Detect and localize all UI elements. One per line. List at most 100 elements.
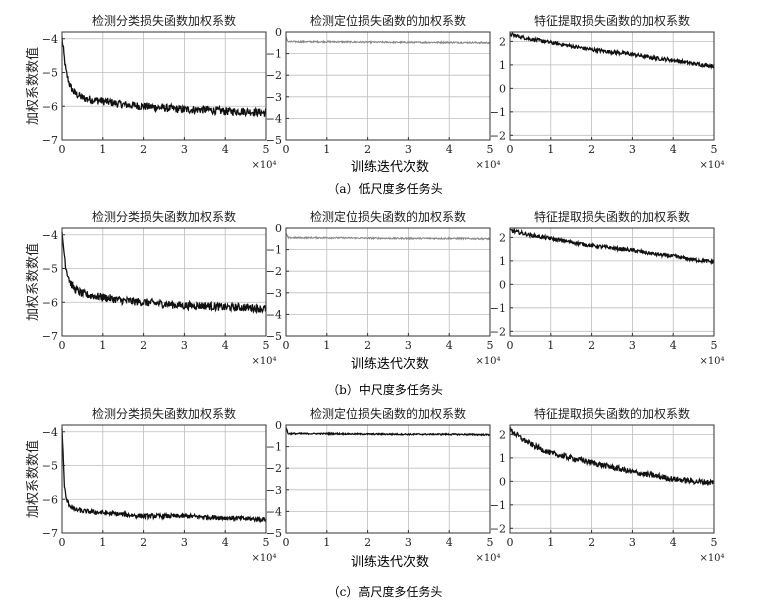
series-line — [509, 32, 715, 70]
x-tick-label: 1 — [99, 339, 106, 352]
chart-title: 检测分类损失函数加权系数 — [92, 406, 236, 421]
series-line — [61, 428, 267, 524]
x-tick-label: 4 — [222, 143, 229, 156]
y-tick-label: −7 — [42, 330, 58, 343]
y-tick-label: −5 — [266, 134, 282, 147]
y-tick-label: −1 — [490, 106, 506, 119]
y-tick-label: −2 — [490, 522, 506, 535]
x-tick-label: 1 — [99, 536, 106, 549]
x-tick-label: 2 — [364, 143, 371, 156]
y-tick-label: −3 — [266, 484, 282, 497]
x-tick-label: 4 — [446, 536, 453, 549]
x-tick-label: 0 — [59, 536, 66, 549]
plot-frame — [61, 31, 267, 141]
y-tick-label: −4 — [42, 33, 58, 46]
chart-title: 检测分类损失函数加权系数 — [92, 13, 236, 28]
x-tick-label: 2 — [140, 339, 147, 352]
plot-frame — [285, 227, 491, 337]
x-tick-label: 1 — [547, 143, 554, 156]
y-tick-label: −3 — [266, 287, 282, 300]
x-tick-label: 2 — [364, 339, 371, 352]
caption-a: （a）低尺度多任务头 — [327, 181, 442, 196]
y-tick-label: −6 — [42, 296, 58, 309]
x-tick-label: 4 — [670, 536, 677, 549]
y-tick-label: −4 — [266, 308, 282, 321]
x-multiplier: ×10⁴ — [251, 356, 276, 367]
x-multiplier: ×10⁴ — [251, 160, 276, 171]
series-line — [285, 232, 491, 241]
panel-c3: 特征提取损失函数的加权系数 0 1 2 3 4 5 2 1 0 −1 −2 ×10⁴ — [490, 406, 725, 564]
series-line — [61, 37, 267, 118]
y-tick-label: −5 — [42, 67, 58, 80]
y-tick-label: −6 — [42, 493, 58, 506]
y-tick-label: 1 — [499, 59, 506, 72]
x-tick-label: 4 — [446, 143, 453, 156]
x-tick-label: 5 — [487, 339, 494, 352]
y-tick-label: −6 — [42, 100, 58, 113]
panel-c1: 检测分类损失函数加权系数 0 1 2 3 4 5 −4 −5 −6 −7 ×10⁴ 加权系数数值 — [25, 406, 277, 564]
y-tick-label: 2 — [499, 35, 506, 48]
chart-title: 特征提取损失函数的加权系数 — [534, 209, 690, 224]
caption-c: （c）高尺度多任务头 — [328, 584, 443, 599]
x-tick-label: 1 — [323, 143, 330, 156]
chart-title: 特征提取损失函数的加权系数 — [534, 13, 690, 28]
series-line — [61, 231, 267, 315]
x-tick-label: 1 — [323, 339, 330, 352]
x-tick-label: 0 — [283, 143, 290, 156]
x-tick-label: 0 — [507, 143, 514, 156]
x-tick-label: 3 — [629, 143, 636, 156]
y-tick-label: −4 — [266, 505, 282, 518]
x-tick-label: 5 — [487, 536, 494, 549]
y-tick-label: −1 — [266, 441, 282, 454]
x-tick-label: 3 — [181, 143, 188, 156]
x-tick-label: 3 — [181, 536, 188, 549]
chart-title: 检测分类损失函数加权系数 — [92, 209, 236, 224]
y-tick-label: −1 — [266, 48, 282, 61]
x-tick-label: 0 — [283, 339, 290, 352]
chart-title: 检测定位损失函数的加权系数 — [310, 209, 466, 224]
y-tick-label: −5 — [42, 263, 58, 276]
y-tick-label: 0 — [275, 26, 282, 39]
panel-a1: 检测分类损失函数加权系数 0 1 2 3 4 5 −4 −5 −6 −7 ×10⁴ 加权系数数值 — [25, 13, 277, 171]
x-tick-label: 1 — [547, 536, 554, 549]
x-tick-label: 2 — [588, 143, 595, 156]
x-tick-label: 3 — [629, 339, 636, 352]
x-tick-label: 3 — [405, 143, 412, 156]
y-tick-label: −4 — [42, 426, 58, 439]
x-tick-label: 5 — [263, 143, 270, 156]
y-tick-label: 0 — [499, 475, 506, 488]
x-tick-label: 2 — [588, 536, 595, 549]
panel-b3: 特征提取损失函数的加权系数 0 1 2 3 4 5 2 1 0 −1 −2 ×10⁴ — [490, 209, 725, 367]
y-tick-label: 0 — [275, 419, 282, 432]
x-tick-label: 0 — [507, 339, 514, 352]
y-tick-label: −7 — [42, 134, 58, 147]
panel-a3: 特征提取损失函数的加权系数 0 1 2 3 4 5 2 1 0 −1 −2 ×10⁴ — [490, 13, 725, 171]
series-line — [285, 36, 491, 45]
x-tick-label: 3 — [405, 536, 412, 549]
x-tick-label: 1 — [547, 339, 554, 352]
y-tick-label: −1 — [490, 302, 506, 315]
x-multiplier: ×10⁴ — [699, 160, 724, 171]
x-tick-label: 3 — [629, 536, 636, 549]
y-tick-label: −3 — [266, 91, 282, 104]
series-line — [509, 427, 715, 487]
x-tick-label: 5 — [263, 339, 270, 352]
y-tick-label: −2 — [490, 325, 506, 338]
x-tick-label: 4 — [222, 536, 229, 549]
chart-title: 检测定位损失函数的加权系数 — [310, 13, 466, 28]
y-tick-label: −1 — [490, 499, 506, 512]
x-tick-label: 5 — [487, 143, 494, 156]
x-tick-label: 2 — [140, 143, 147, 156]
chart-title: 特征提取损失函数的加权系数 — [534, 406, 690, 421]
y-tick-label: −2 — [266, 69, 282, 82]
x-multiplier: ×10⁴ — [251, 553, 276, 564]
plot-frame — [509, 31, 715, 141]
x-multiplier: ×10⁴ — [699, 356, 724, 367]
plot-frame — [509, 227, 715, 337]
x-tick-label: 4 — [222, 339, 229, 352]
x-tick-label: 5 — [711, 339, 718, 352]
